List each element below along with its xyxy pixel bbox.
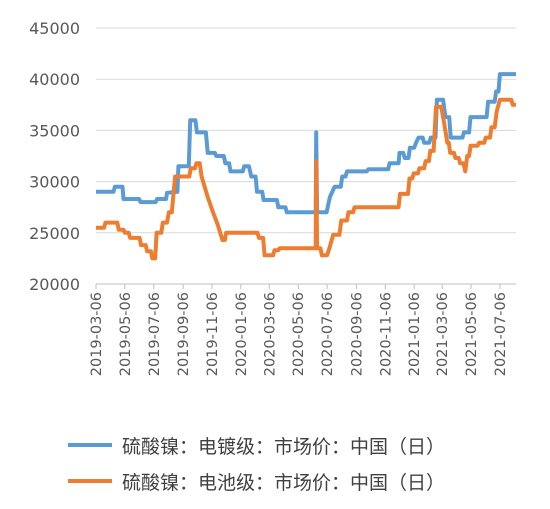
- x-tick-label: 2020-11-06: [378, 292, 394, 376]
- x-axis: [95, 283, 516, 289]
- x-tick-label: 2019-05-06: [118, 292, 134, 376]
- x-tick-label: 2020-05-06: [291, 292, 307, 376]
- x-tick-label: 2020-07-06: [320, 292, 336, 376]
- y-tick-label: 30000: [29, 173, 80, 192]
- x-tick-label: 2019-11-06: [205, 292, 221, 376]
- x-axis-tick-labels: 2019-03-06 2019-05-06 2019-07-06 2019-09-06…: [89, 292, 509, 376]
- legend-swatch-electroplating: [68, 443, 112, 447]
- legend-swatch-battery: [68, 479, 112, 483]
- series-line-electroplating: [96, 72, 516, 215]
- series-lines: [96, 72, 516, 261]
- gridlines: [96, 27, 516, 234]
- y-tick-label: 25000: [29, 224, 80, 243]
- legend-label-battery: 硫酸镍：电池级：市场价：中国（日）: [122, 472, 446, 494]
- x-tick-label: 2020-01-06: [234, 292, 250, 376]
- y-tick-label: 45000: [29, 19, 80, 38]
- legend-label-electroplating: 硫酸镍：电镀级：市场价：中国（日）: [122, 436, 446, 458]
- x-tick-label: 2021-05-06: [464, 292, 480, 376]
- legend-item-electroplating: 硫酸镍：电镀级：市场价：中国（日）: [68, 430, 538, 460]
- x-tick-label: 2021-01-06: [407, 292, 423, 376]
- y-tick-label: 40000: [29, 70, 80, 89]
- x-tick-label: 2019-03-06: [89, 292, 105, 376]
- x-tick-label: 2019-07-06: [147, 292, 163, 376]
- x-tick-label: 2021-07-06: [493, 292, 509, 376]
- x-tick-label: 2021-03-06: [435, 292, 451, 376]
- legend-item-battery: 硫酸镍：电池级：市场价：中国（日）: [68, 466, 538, 496]
- y-tick-label: 20000: [29, 275, 80, 294]
- x-tick-label: 2020-09-06: [349, 292, 365, 376]
- series-line-battery: [96, 97, 516, 261]
- y-axis-tick-labels: 20000 25000 30000 35000 40000 45000: [29, 19, 80, 294]
- x-tick-label: 2019-09-06: [176, 292, 192, 376]
- x-tick-label: 2020-03-06: [262, 292, 278, 376]
- y-tick-label: 35000: [29, 121, 80, 140]
